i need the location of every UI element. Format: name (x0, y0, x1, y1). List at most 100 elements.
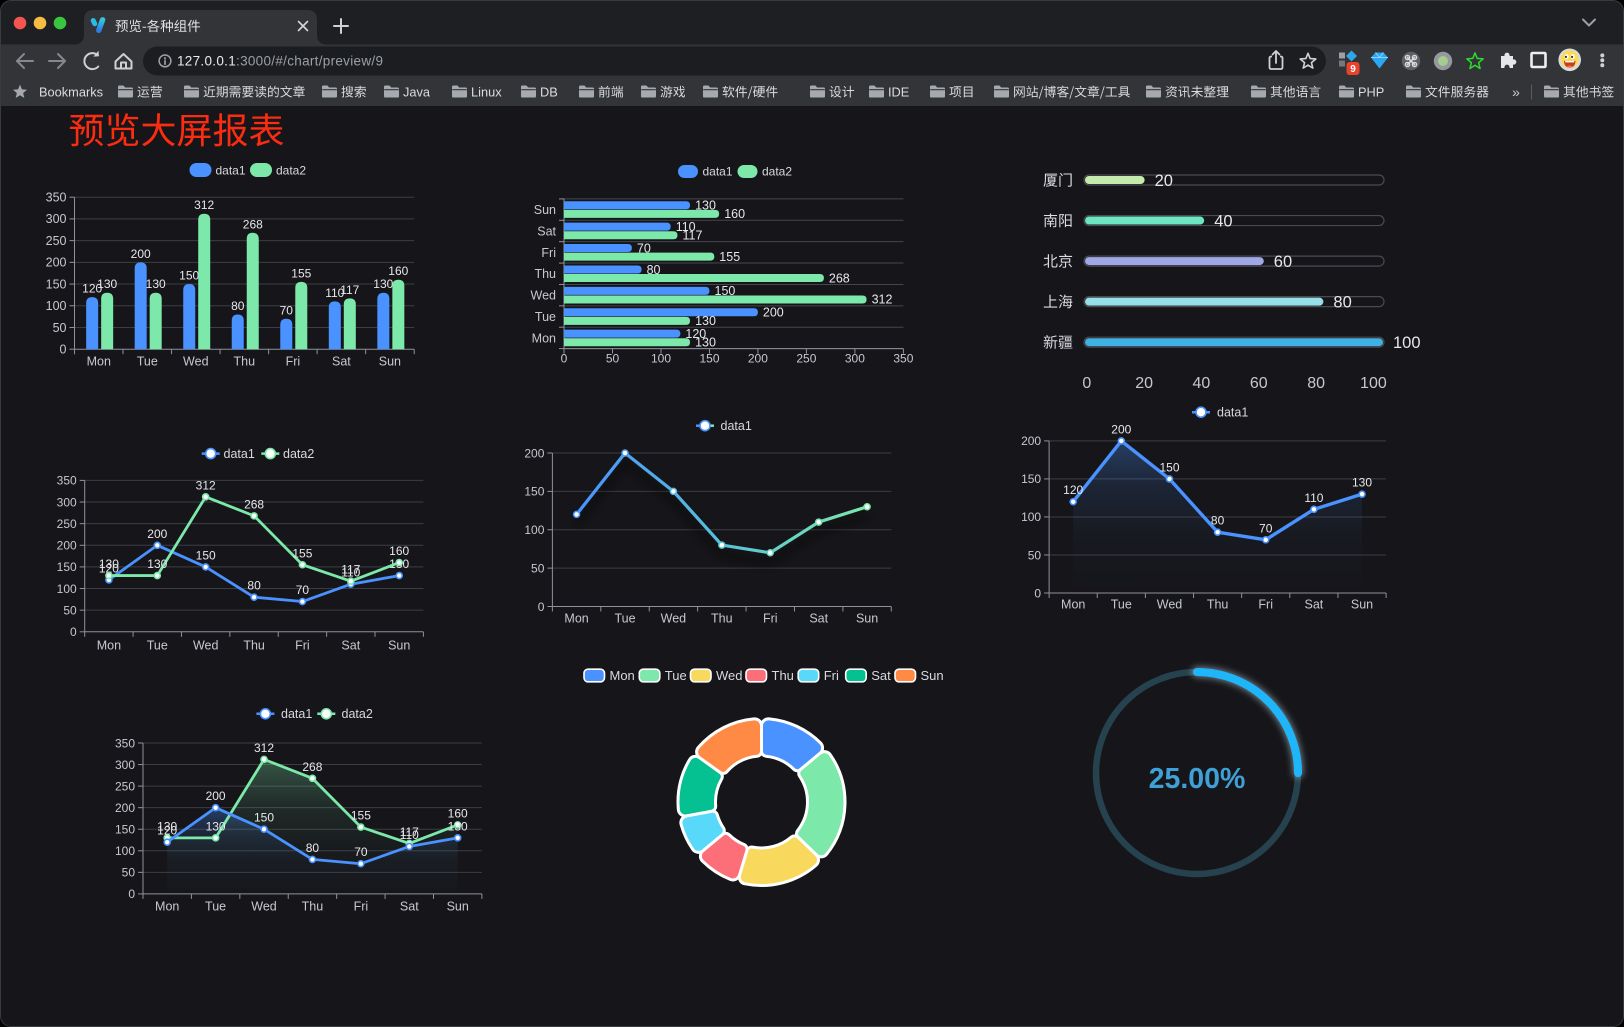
svg-text:»: » (1512, 84, 1520, 100)
svg-text:9: 9 (1350, 64, 1356, 75)
svg-text:127.0.0.1:3000/#/chart/preview: 127.0.0.1:3000/#/chart/preview/9 (177, 54, 383, 69)
svg-text:50: 50 (606, 352, 620, 366)
svg-text:Tue: Tue (147, 639, 168, 653)
svg-text:200: 200 (1111, 422, 1131, 436)
svg-text:100: 100 (1393, 334, 1421, 352)
svg-text:60: 60 (1250, 375, 1268, 392)
svg-text:0: 0 (60, 343, 67, 357)
svg-text:110: 110 (400, 828, 419, 842)
svg-text:Wed: Wed (716, 668, 743, 683)
svg-text:268: 268 (302, 760, 322, 774)
svg-text:Tue: Tue (665, 668, 687, 683)
svg-text:Fri: Fri (541, 246, 556, 260)
svg-text:Sat: Sat (871, 668, 891, 683)
svg-text:150: 150 (524, 485, 544, 499)
svg-text:150: 150 (1021, 472, 1041, 486)
svg-text:80: 80 (1307, 375, 1325, 392)
svg-text:Sat: Sat (537, 225, 556, 239)
svg-text:Thu: Thu (772, 668, 794, 683)
svg-text:312: 312 (872, 293, 893, 307)
svg-text:80: 80 (231, 299, 245, 313)
svg-text:200: 200 (748, 352, 768, 366)
svg-text:data1: data1 (703, 165, 733, 179)
svg-text:80: 80 (1333, 293, 1351, 311)
svg-text:200: 200 (524, 446, 544, 460)
svg-text:Wed: Wed (251, 900, 277, 914)
svg-text:Tue: Tue (614, 612, 635, 626)
svg-text:268: 268 (244, 497, 264, 511)
svg-text:data1: data1 (281, 707, 312, 721)
svg-text:40: 40 (1193, 375, 1211, 392)
svg-text:Sat: Sat (400, 900, 419, 914)
svg-text:80: 80 (247, 579, 261, 593)
svg-text:Mon: Mon (97, 639, 121, 653)
svg-text:Fri: Fri (286, 355, 301, 369)
svg-text:Fri: Fri (354, 900, 369, 914)
svg-text:117: 117 (341, 563, 360, 577)
svg-text:120: 120 (1063, 483, 1083, 497)
svg-text:Mon: Mon (87, 355, 111, 369)
svg-text:150: 150 (1159, 460, 1179, 474)
svg-text:200: 200 (131, 247, 151, 261)
svg-text:Thu: Thu (1207, 598, 1229, 612)
svg-text:Wed: Wed (183, 355, 209, 369)
svg-text:200: 200 (1021, 434, 1041, 448)
svg-text:130: 130 (147, 557, 167, 571)
svg-text:Sun: Sun (534, 203, 556, 217)
svg-text:Sat: Sat (809, 612, 828, 626)
svg-text:25.00%: 25.00% (1149, 763, 1246, 795)
svg-text:50: 50 (53, 321, 67, 335)
svg-text:Sun: Sun (856, 612, 878, 626)
svg-text:Wed: Wed (531, 289, 557, 303)
svg-text:100: 100 (46, 299, 67, 313)
svg-text:350: 350 (46, 191, 67, 205)
svg-text:300: 300 (115, 758, 135, 772)
svg-text:50: 50 (531, 561, 545, 575)
svg-text:130: 130 (146, 277, 166, 291)
svg-text:Bookmarks: Bookmarks (39, 85, 103, 100)
svg-text:200: 200 (147, 527, 167, 541)
svg-text:0: 0 (1034, 586, 1041, 600)
svg-text:0: 0 (128, 887, 135, 901)
svg-text:110: 110 (341, 566, 360, 580)
svg-text:data2: data2 (762, 165, 792, 179)
svg-text:250: 250 (115, 779, 135, 793)
svg-text:Linux: Linux (471, 85, 502, 100)
svg-text:40: 40 (1214, 212, 1232, 230)
svg-text:150: 150 (179, 269, 199, 283)
svg-text:150: 150 (699, 352, 719, 366)
svg-text:data2: data2 (276, 163, 306, 177)
svg-text:data2: data2 (283, 447, 314, 461)
svg-text:data1: data1 (721, 419, 752, 433)
svg-text:117: 117 (400, 825, 419, 839)
svg-text:150: 150 (46, 277, 67, 291)
svg-text:0: 0 (561, 352, 568, 366)
svg-text:100: 100 (57, 582, 77, 596)
svg-text:160: 160 (388, 264, 408, 278)
svg-text:312: 312 (194, 198, 214, 212)
svg-text:0: 0 (70, 625, 77, 639)
svg-text:155: 155 (719, 250, 740, 264)
svg-text:150: 150 (715, 284, 736, 298)
svg-text:Sun: Sun (388, 639, 410, 653)
svg-text:Sun: Sun (379, 355, 401, 369)
svg-text:268: 268 (243, 217, 263, 231)
svg-text:20: 20 (1155, 172, 1173, 190)
svg-text:IDE: IDE (888, 85, 909, 100)
svg-text:130: 130 (373, 277, 393, 291)
svg-text:160: 160 (389, 544, 409, 558)
svg-text:Sat: Sat (341, 639, 360, 653)
svg-text:Thu: Thu (302, 900, 324, 914)
svg-text:Wed: Wed (1157, 598, 1183, 612)
svg-text:Tue: Tue (1111, 598, 1132, 612)
svg-text:DB: DB (540, 85, 558, 100)
svg-text:data1: data1 (216, 163, 246, 177)
svg-text:120: 120 (99, 561, 119, 575)
svg-text:117: 117 (683, 229, 703, 243)
svg-text:130: 130 (157, 819, 177, 833)
svg-text:312: 312 (196, 478, 216, 492)
svg-text:250: 250 (796, 352, 816, 366)
svg-text:50: 50 (122, 866, 136, 880)
svg-text:150: 150 (196, 548, 216, 562)
svg-text:130: 130 (206, 819, 226, 833)
